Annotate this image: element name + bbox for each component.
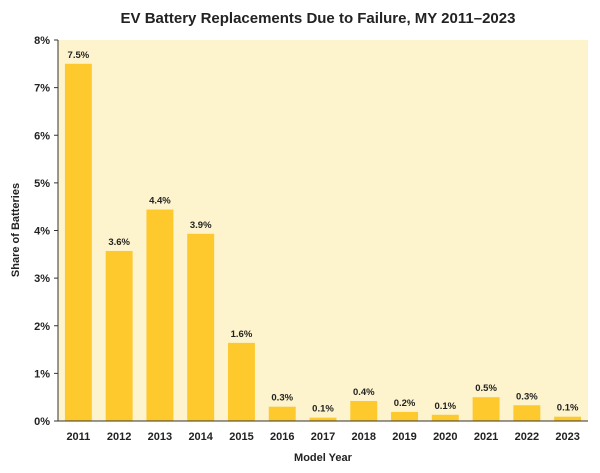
data-labels: 7.5% 3.6% 4.4% 3.9% 1.6% 0.3% 0.1% 0.4% 0.2% 0.1%… — [68, 50, 579, 415]
bar-2011 — [64, 63, 92, 421]
y-tick-label: 1% — [34, 368, 50, 380]
x-tick-label-2018: 2018 — [352, 431, 376, 443]
y-tick-label: 4% — [34, 226, 50, 238]
bar-2013 — [146, 209, 174, 421]
x-tick-label-2013: 2013 — [148, 431, 172, 443]
x-tick-label-2020: 2020 — [433, 431, 457, 443]
bar-2019 — [391, 411, 418, 421]
x-axis-ticks: 2011 2012 2013 2014 2015 2016 2017 2018 2019 2020… — [66, 431, 579, 443]
bar-2020 — [431, 414, 459, 421]
x-tick-label-2016: 2016 — [270, 431, 294, 443]
data-label-2012: 3.6% — [108, 237, 130, 248]
x-axis-title: Model Year — [294, 452, 353, 464]
y-tick-label: 8% — [34, 35, 50, 47]
data-label-2011: 7.5% — [68, 50, 90, 61]
bar-2012 — [105, 250, 133, 421]
bar-2014 — [187, 233, 215, 421]
data-label-2020: 0.1% — [434, 401, 456, 412]
y-axis-title: Share of Batteries — [10, 183, 22, 277]
x-tick-label-2015: 2015 — [229, 431, 253, 443]
data-label-2016: 0.3% — [271, 393, 293, 404]
plot-area — [58, 40, 588, 421]
data-label-2023: 0.1% — [557, 403, 579, 414]
chart-title: EV Battery Replacements Due to Failure, … — [121, 10, 516, 27]
bar-2017 — [309, 417, 337, 421]
data-label-2021: 0.5% — [475, 383, 497, 394]
bar-2022 — [513, 405, 541, 421]
x-tick-label-2012: 2012 — [107, 431, 131, 443]
data-label-2014: 3.9% — [190, 220, 212, 231]
x-tick-label-2011: 2011 — [66, 431, 90, 443]
y-tick-label: 3% — [34, 273, 50, 285]
data-label-2022: 0.3% — [516, 391, 538, 402]
bar-2015 — [228, 342, 255, 421]
bar-2021 — [472, 397, 500, 421]
bar-2016 — [268, 406, 296, 421]
x-tick-label-2017: 2017 — [311, 431, 335, 443]
bars — [64, 63, 582, 421]
y-tick-label: 0% — [34, 416, 50, 428]
data-label-2015: 1.6% — [231, 329, 253, 340]
y-tick-label: 5% — [34, 178, 50, 190]
bar-2023 — [554, 416, 582, 421]
data-label-2017: 0.1% — [312, 404, 334, 415]
y-tick-label: 7% — [34, 83, 50, 95]
x-tick-label-2022: 2022 — [515, 431, 539, 443]
y-axis-ticks: 0% 1% 2% 3% 4% 5% 6% 7% 8% — [34, 35, 58, 428]
x-tick-label-2021: 2021 — [474, 431, 498, 443]
bar-2018 — [350, 400, 378, 421]
x-tick-label-2014: 2014 — [188, 431, 213, 443]
x-tick-label-2023: 2023 — [555, 431, 579, 443]
x-tick-label-2019: 2019 — [392, 431, 416, 443]
y-tick-label: 2% — [34, 321, 50, 333]
y-tick-label: 6% — [34, 130, 50, 142]
data-label-2013: 4.4% — [149, 196, 171, 207]
data-label-2019: 0.2% — [394, 398, 416, 409]
data-label-2018: 0.4% — [353, 387, 375, 398]
